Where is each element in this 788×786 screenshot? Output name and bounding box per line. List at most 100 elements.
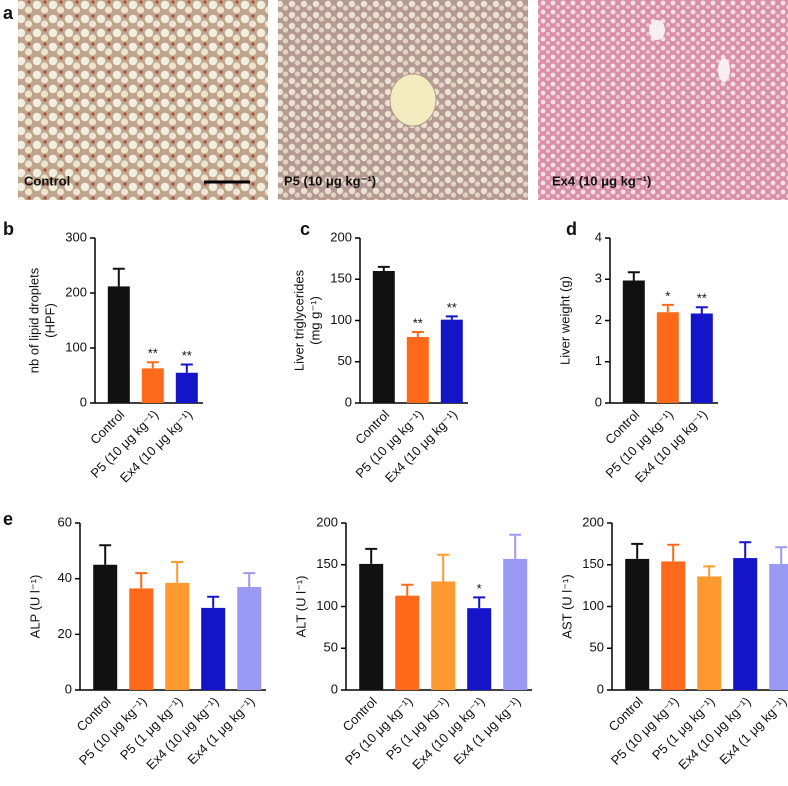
bar [201,607,226,690]
y-tick-label: 200 [65,284,87,299]
y-tick-label: 20 [58,626,72,641]
bar [431,581,456,690]
error-bar [667,543,680,562]
error-bar [473,596,486,609]
y-tick-label: 2 [595,312,602,327]
bar [165,582,190,690]
error-bar [739,541,752,559]
bar [467,608,492,690]
bar [622,280,645,403]
y-tick-label: 300 [65,229,87,244]
micrograph [18,0,268,200]
y-tick-label: 200 [582,514,604,529]
error-bar [775,546,788,564]
error-bar [437,553,450,582]
significance: ** [447,300,457,315]
error-bar [445,315,458,320]
y-tick-label: 150 [582,556,604,571]
bar [697,576,722,690]
vessel [389,73,437,127]
error-bar [627,271,640,281]
bar [656,312,679,403]
error-bar [703,565,716,577]
y-tick-label: 1 [595,353,602,368]
y-tick-label: 0 [80,394,87,409]
error-bar [180,363,193,373]
significance: ** [182,348,192,363]
y-axis-label: (HPF) [42,303,57,338]
error-bar [695,306,708,314]
y-axis-label: AST (U l⁻¹) [559,574,574,638]
bar [769,563,788,690]
error-bar [243,572,256,588]
bar [440,319,463,403]
error-bar [377,265,390,271]
vessel [718,58,730,82]
bar [141,368,164,403]
bar [93,564,118,690]
y-axis-label: Liver weight (g) [557,276,572,365]
y-axis-label: ALT (U l⁻¹) [293,576,308,638]
y-tick-label: 60 [58,514,72,529]
error-bar [146,361,159,369]
y-tick-label: 100 [65,339,87,354]
y-tick-label: 100 [582,598,604,613]
panel-label: c [300,219,310,239]
bar [237,587,262,690]
vessel [649,20,665,40]
y-tick-label: 200 [316,514,338,529]
error-bar [509,533,522,559]
y-tick-label: 4 [595,229,602,244]
y-tick-label: 3 [595,271,602,286]
y-tick-label: 40 [58,570,72,585]
bar [503,558,528,690]
significance: ** [697,291,707,306]
y-tick-label: 150 [316,556,338,571]
bar [625,558,650,690]
error-bar [171,560,184,583]
significance: * [477,581,482,596]
y-tick-label: 150 [330,271,352,286]
bar [129,588,154,690]
y-tick-label: 0 [345,394,352,409]
y-tick-label: 50 [338,353,352,368]
bar [690,313,713,403]
error-bar [135,572,148,589]
error-bar [207,595,220,608]
y-axis-label: nb of lipid droplets [26,267,41,373]
panel-label: e [3,509,13,529]
panel-label: a [3,3,14,23]
y-tick-label: 100 [316,598,338,613]
error-bar [401,583,414,596]
image-caption: Control [24,173,70,188]
error-bar [631,542,644,559]
bar [372,271,395,403]
significance: * [665,288,670,303]
y-tick-label: 0 [595,394,602,409]
image-caption: Ex4 (10 μg kg⁻¹) [552,173,651,188]
error-bar [661,303,674,313]
y-tick-label: 50 [590,640,604,655]
y-tick-label: 200 [330,229,352,244]
bar [359,563,384,690]
bar [661,561,686,690]
y-axis-label: Liver triglycerides [291,269,306,371]
bar [107,286,130,403]
y-tick-label: 50 [324,640,338,655]
error-bar [365,547,378,564]
bar [395,595,420,690]
bar [733,558,758,690]
error-bar [99,544,112,565]
y-axis-label: (mg g⁻¹) [307,296,322,345]
bar [406,337,429,403]
y-tick-label: 0 [597,681,604,696]
panel-label: d [566,219,577,239]
y-tick-label: 0 [331,681,338,696]
image-caption: P5 (10 μg kg⁻¹) [284,173,376,188]
error-bar [112,267,125,287]
y-tick-label: 100 [330,312,352,327]
significance: ** [148,346,158,361]
error-bar [411,331,424,337]
